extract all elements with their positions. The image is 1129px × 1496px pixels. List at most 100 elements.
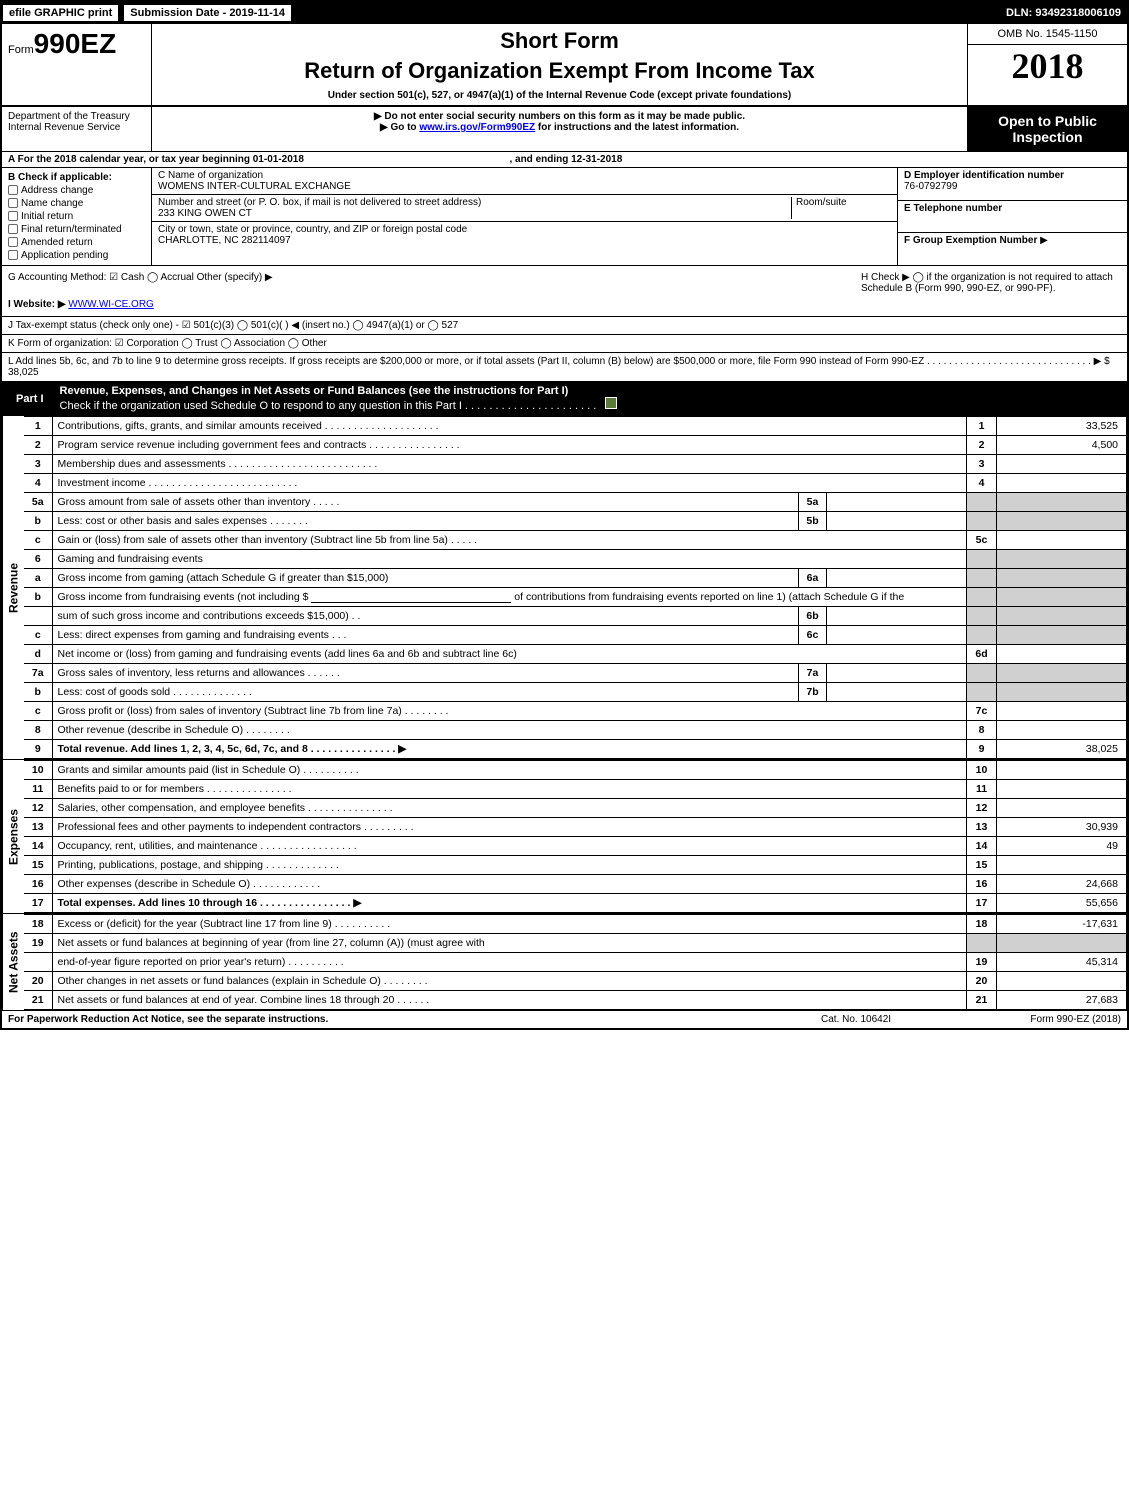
header-row-2: Department of the Treasury Internal Reve…: [2, 107, 1127, 152]
line-7b: bLess: cost of goods sold . . . . . . . …: [24, 683, 1127, 702]
net-assets-table: 18Excess or (deficit) for the year (Subt…: [24, 914, 1127, 1010]
line-9: 9Total revenue. Add lines 1, 2, 3, 4, 5c…: [24, 740, 1127, 759]
org-name: WOMENS INTER-CULTURAL EXCHANGE: [158, 181, 891, 192]
row-l-gross-receipts: L Add lines 5b, 6c, and 7b to line 9 to …: [2, 353, 1127, 382]
check-name-change[interactable]: Name change: [8, 198, 145, 209]
footer-cat-no: Cat. No. 10642I: [821, 1014, 971, 1025]
line-6: 6Gaming and fundraising events: [24, 550, 1127, 569]
section-a: A For the 2018 calendar year, or tax yea…: [2, 152, 1127, 168]
org-name-label: C Name of organization: [158, 170, 891, 181]
footer-form-ref: Form 990-EZ (2018): [971, 1014, 1121, 1025]
submission-date: Submission Date - 2019-11-14: [123, 4, 292, 22]
line-1: 1Contributions, gifts, grants, and simil…: [24, 417, 1127, 436]
check-address-change[interactable]: Address change: [8, 185, 145, 196]
expenses-table: 10Grants and similar amounts paid (list …: [24, 760, 1127, 913]
street-value: 233 KING OWEN CT: [158, 208, 791, 219]
info-block: B Check if applicable: Address change Na…: [2, 168, 1127, 266]
row-g-h-i: G Accounting Method: ☑ Cash ◯ Accrual Ot…: [2, 266, 1127, 317]
line-10: 10Grants and similar amounts paid (list …: [24, 761, 1127, 780]
line-14: 14Occupancy, rent, utilities, and mainte…: [24, 837, 1127, 856]
line-19: 19Net assets or fund balances at beginni…: [24, 934, 1127, 953]
line-7a: 7aGross sales of inventory, less returns…: [24, 664, 1127, 683]
header-row: Form990EZ Short Form Return of Organizat…: [2, 24, 1127, 107]
col-d-identification: D Employer identification number 76-0792…: [897, 168, 1127, 265]
line-2: 2Program service revenue including gover…: [24, 436, 1127, 455]
line-6b: bGross income from fundraising events (n…: [24, 588, 1127, 607]
dept-line1: Department of the Treasury: [8, 111, 145, 122]
line-12: 12Salaries, other compensation, and empl…: [24, 799, 1127, 818]
part-1-header: Part I Revenue, Expenses, and Changes in…: [2, 382, 1127, 415]
open-public-box: Open to Public Inspection: [967, 107, 1127, 151]
form-number-box: Form990EZ: [2, 24, 152, 105]
line-17: 17Total expenses. Add lines 10 through 1…: [24, 894, 1127, 913]
instruction-1: ▶ Do not enter social security numbers o…: [158, 111, 961, 122]
form-container: efile GRAPHIC print Submission Date - 20…: [0, 0, 1129, 1030]
efile-badge: efile GRAPHIC print: [2, 4, 119, 22]
line-20: 20Other changes in net assets or fund ba…: [24, 972, 1127, 991]
accounting-method: G Accounting Method: ☑ Cash ◯ Accrual Ot…: [8, 272, 861, 283]
line-5b: bLess: cost or other basis and sales exp…: [24, 512, 1127, 531]
net-assets-section: Net Assets 18Excess or (deficit) for the…: [2, 913, 1127, 1010]
line-6d: dNet income or (loss) from gaming and fu…: [24, 645, 1127, 664]
col-c-org-info: C Name of organization WOMENS INTER-CULT…: [152, 168, 897, 265]
line-5c: cGain or (loss) from sale of assets othe…: [24, 531, 1127, 550]
revenue-table: 1Contributions, gifts, grants, and simil…: [24, 416, 1127, 759]
header-center: Short Form Return of Organization Exempt…: [152, 24, 967, 105]
omb-number: OMB No. 1545-1150: [968, 24, 1127, 45]
website-link[interactable]: WWW.WI-CE.ORG: [68, 299, 154, 310]
department-box: Department of the Treasury Internal Reve…: [2, 107, 152, 151]
check-initial-return[interactable]: Initial return: [8, 211, 145, 222]
room-suite: Room/suite: [791, 197, 891, 219]
line-6c: cLess: direct expenses from gaming and f…: [24, 626, 1127, 645]
line-18: 18Excess or (deficit) for the year (Subt…: [24, 915, 1127, 934]
check-application-pending[interactable]: Application pending: [8, 250, 145, 261]
city-label: City or town, state or province, country…: [158, 224, 891, 235]
row-j-tax-exempt: J Tax-exempt status (check only one) - ☑…: [2, 317, 1127, 335]
check-final-return[interactable]: Final return/terminated: [8, 224, 145, 235]
main-title: Return of Organization Exempt From Incom…: [158, 58, 961, 84]
row-k-form-of-org: K Form of organization: ☑ Corporation ◯ …: [2, 335, 1127, 353]
revenue-section: Revenue 1Contributions, gifts, grants, a…: [2, 415, 1127, 759]
line-8: 8Other revenue (describe in Schedule O) …: [24, 721, 1127, 740]
website-label: I Website: ▶: [8, 299, 66, 310]
section-h: H Check ▶ ◯ if the organization is not r…: [861, 272, 1121, 310]
instruction-2: ▶ Go to www.irs.gov/Form990EZ for instru…: [158, 122, 961, 133]
form-prefix: Form: [8, 44, 34, 56]
line-6a: aGross income from gaming (attach Schedu…: [24, 569, 1127, 588]
line-16: 16Other expenses (describe in Schedule O…: [24, 875, 1127, 894]
part-1-label: Part I: [8, 391, 52, 407]
ein-value: 76-0792799: [904, 181, 1121, 192]
irs-link[interactable]: www.irs.gov/Form990EZ: [419, 122, 535, 133]
group-exemption-label: F Group Exemption Number: [904, 235, 1037, 246]
schedule-o-checkbox[interactable]: [605, 397, 617, 409]
line-21: 21Net assets or fund balances at end of …: [24, 991, 1127, 1010]
part-1-title: Revenue, Expenses, and Changes in Net As…: [60, 385, 1121, 412]
expenses-side-label: Expenses: [2, 760, 24, 913]
line-11: 11Benefits paid to or for members . . . …: [24, 780, 1127, 799]
form-number: 990EZ: [34, 28, 117, 59]
dln-number: DLN: 93492318006109: [1006, 7, 1127, 19]
ein-label: D Employer identification number: [904, 170, 1064, 181]
header-subtitle: Under section 501(c), 527, or 4947(a)(1)…: [158, 90, 961, 101]
telephone-label: E Telephone number: [904, 203, 1002, 214]
col-b-checkboxes: B Check if applicable: Address change Na…: [2, 168, 152, 265]
page-footer: For Paperwork Reduction Act Notice, see …: [2, 1010, 1127, 1028]
short-form-title: Short Form: [158, 28, 961, 54]
header-right: OMB No. 1545-1150 2018: [967, 24, 1127, 105]
street-label: Number and street (or P. O. box, if mail…: [158, 197, 791, 208]
line-13: 13Professional fees and other payments t…: [24, 818, 1127, 837]
net-assets-side-label: Net Assets: [2, 914, 24, 1010]
instructions-box: ▶ Do not enter social security numbers o…: [152, 107, 967, 151]
line-4: 4Investment income . . . . . . . . . . .…: [24, 474, 1127, 493]
tax-year: 2018: [968, 45, 1127, 87]
open-to-public: Open to Public Inspection: [968, 107, 1127, 151]
expenses-section: Expenses 10Grants and similar amounts pa…: [2, 759, 1127, 913]
line-5a: 5aGross amount from sale of assets other…: [24, 493, 1127, 512]
line-19b: end-of-year figure reported on prior yea…: [24, 953, 1127, 972]
top-bar: efile GRAPHIC print Submission Date - 20…: [2, 2, 1127, 24]
line-7c: cGross profit or (loss) from sales of in…: [24, 702, 1127, 721]
line-3: 3Membership dues and assessments . . . .…: [24, 455, 1127, 474]
dept-line2: Internal Revenue Service: [8, 122, 145, 133]
check-amended-return[interactable]: Amended return: [8, 237, 145, 248]
revenue-side-label: Revenue: [2, 416, 24, 759]
